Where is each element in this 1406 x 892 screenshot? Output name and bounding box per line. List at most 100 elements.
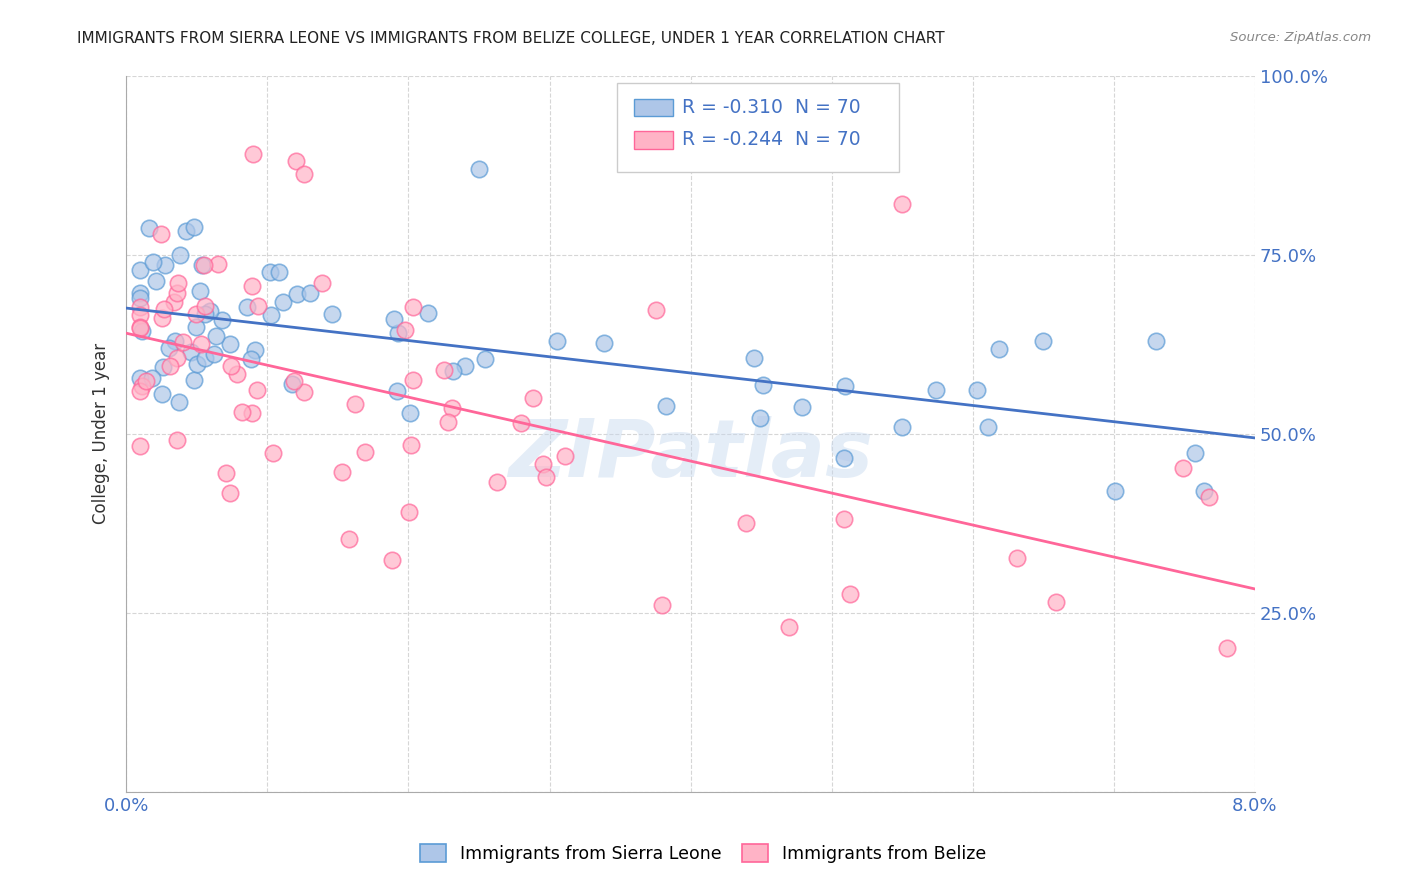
Point <box>150 387 173 401</box>
Point <box>172 334 194 349</box>
Point <box>534 469 557 483</box>
Point <box>1184 446 1206 460</box>
Point <box>183 374 205 388</box>
Point <box>150 227 173 241</box>
Point <box>262 445 284 459</box>
Point <box>167 395 190 409</box>
Point <box>1104 483 1126 498</box>
Point <box>645 303 668 318</box>
Point <box>1005 550 1028 565</box>
Point <box>162 294 184 309</box>
Point <box>138 220 160 235</box>
Text: ZIPatlas: ZIPatlas <box>508 416 873 494</box>
Point <box>654 399 676 413</box>
Point <box>167 277 190 291</box>
Point <box>205 329 228 343</box>
Point <box>129 371 152 385</box>
Point <box>353 445 375 459</box>
Point <box>292 167 315 181</box>
Point <box>1032 334 1054 348</box>
Point <box>834 379 856 393</box>
Point <box>402 373 425 387</box>
Point <box>184 307 207 321</box>
Point <box>169 248 191 262</box>
Point <box>1173 461 1195 475</box>
FancyBboxPatch shape <box>634 131 672 149</box>
Y-axis label: College, Under 1 year: College, Under 1 year <box>93 343 110 524</box>
Point <box>166 286 188 301</box>
Point <box>418 306 440 320</box>
Point <box>441 401 464 415</box>
Point <box>966 383 988 397</box>
Point <box>1192 483 1215 498</box>
Point <box>188 285 211 299</box>
Point <box>436 415 458 429</box>
Point <box>231 405 253 419</box>
Point <box>398 406 420 420</box>
Point <box>157 341 180 355</box>
Point <box>925 383 948 397</box>
Point <box>166 351 188 365</box>
Point <box>387 326 409 340</box>
Point <box>191 258 214 272</box>
Point <box>531 457 554 471</box>
Point <box>243 343 266 357</box>
Point <box>193 258 215 272</box>
Point <box>214 466 236 480</box>
Point <box>247 300 270 314</box>
Point <box>790 401 813 415</box>
Point <box>194 299 217 313</box>
Point <box>752 377 775 392</box>
Point <box>259 265 281 279</box>
Point <box>734 516 756 530</box>
Point <box>891 197 914 211</box>
Point <box>153 301 176 316</box>
Point <box>260 308 283 322</box>
Legend: Immigrants from Sierra Leone, Immigrants from Belize: Immigrants from Sierra Leone, Immigrants… <box>413 838 993 870</box>
Point <box>153 258 176 272</box>
Point <box>218 337 240 351</box>
Point <box>190 337 212 351</box>
Point <box>1144 334 1167 348</box>
Point <box>129 291 152 305</box>
Point <box>890 420 912 434</box>
Point <box>194 351 217 365</box>
Point <box>236 300 259 314</box>
Point <box>509 416 531 430</box>
Point <box>165 334 187 348</box>
Point <box>242 147 264 161</box>
Point <box>129 263 152 277</box>
Text: N = 70: N = 70 <box>778 130 860 150</box>
Point <box>129 300 152 314</box>
Point <box>1045 595 1067 609</box>
Point <box>330 465 353 479</box>
Point <box>385 384 408 399</box>
Point <box>292 384 315 399</box>
Point <box>832 450 855 465</box>
Point <box>186 357 208 371</box>
Text: R = -0.310: R = -0.310 <box>682 98 782 117</box>
Point <box>131 324 153 338</box>
Point <box>321 307 343 321</box>
Point <box>225 367 247 381</box>
Text: Source: ZipAtlas.com: Source: ZipAtlas.com <box>1230 31 1371 45</box>
FancyBboxPatch shape <box>617 83 900 172</box>
Point <box>838 587 860 601</box>
Point <box>337 533 360 547</box>
Point <box>987 342 1010 356</box>
Point <box>135 374 157 388</box>
Point <box>166 433 188 447</box>
Text: IMMIGRANTS FROM SIERRA LEONE VS IMMIGRANTS FROM BELIZE COLLEGE, UNDER 1 YEAR COR: IMMIGRANTS FROM SIERRA LEONE VS IMMIGRAN… <box>77 31 945 46</box>
Point <box>240 406 263 420</box>
Point <box>554 449 576 463</box>
Point <box>202 347 225 361</box>
Point <box>176 224 198 238</box>
Text: R = -0.244: R = -0.244 <box>682 130 783 150</box>
Point <box>129 321 152 335</box>
Point <box>485 475 508 489</box>
Point <box>834 512 856 526</box>
Point <box>394 323 416 337</box>
Point <box>441 364 464 378</box>
Point <box>152 359 174 374</box>
Point <box>468 161 491 176</box>
